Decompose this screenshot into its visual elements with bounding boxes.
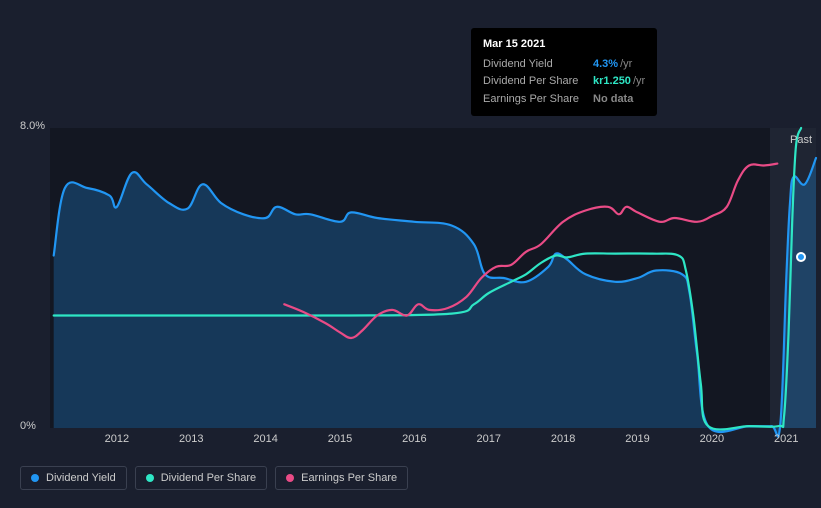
chart-tooltip: Mar 15 2021 Dividend Yield4.3%/yrDividen… [471, 28, 657, 116]
x-tick: 2016 [402, 433, 426, 445]
plot-area[interactable]: Past [50, 128, 816, 428]
x-axis: 2012 2013 2014 2015 2016 2017 2018 2019 2020 2021 [50, 433, 816, 453]
legend-dot-icon [31, 474, 39, 482]
tooltip-value: 4.3% [593, 56, 618, 74]
x-tick: 2013 [179, 433, 203, 445]
x-tick: 2019 [625, 433, 649, 445]
x-tick: 2020 [700, 433, 724, 445]
legend-label: Dividend Per Share [161, 472, 256, 484]
legend-item[interactable]: Earnings Per Share [275, 466, 408, 490]
x-tick: 2021 [774, 433, 798, 445]
chart-svg [50, 128, 816, 428]
legend-label: Dividend Yield [46, 472, 116, 484]
past-label: Past [790, 134, 812, 146]
x-tick: 2014 [253, 433, 277, 445]
tooltip-label: Earnings Per Share [483, 91, 593, 109]
tooltip-label: Dividend Per Share [483, 73, 593, 91]
x-tick: 2015 [328, 433, 352, 445]
tooltip-unit: /yr [633, 73, 645, 91]
hover-marker [796, 252, 806, 262]
legend: Dividend Yield Dividend Per Share Earnings… [20, 466, 408, 490]
tooltip-value: kr1.250 [593, 73, 631, 91]
legend-dot-icon [146, 474, 154, 482]
legend-item[interactable]: Dividend Yield [20, 466, 127, 490]
y-tick-min: 0% [20, 420, 36, 432]
tooltip-unit: /yr [620, 56, 632, 74]
tooltip-value: No data [593, 91, 633, 109]
tooltip-rows: Dividend Yield4.3%/yrDividend Per Sharek… [483, 56, 645, 109]
y-tick-max: 8.0% [20, 120, 45, 132]
chart-container: 8.0% 0% Past 201220132014201520162017201… [20, 108, 816, 438]
tooltip-row: Dividend Yield4.3%/yr [483, 56, 645, 74]
x-tick: 2018 [551, 433, 575, 445]
x-tick: 2012 [105, 433, 129, 445]
tooltip-label: Dividend Yield [483, 56, 593, 74]
tooltip-row: Earnings Per ShareNo data [483, 91, 645, 109]
tooltip-row: Dividend Per Sharekr1.250/yr [483, 73, 645, 91]
legend-item[interactable]: Dividend Per Share [135, 466, 267, 490]
x-tick: 2017 [477, 433, 501, 445]
legend-dot-icon [286, 474, 294, 482]
legend-label: Earnings Per Share [301, 472, 397, 484]
tooltip-date: Mar 15 2021 [483, 36, 645, 54]
